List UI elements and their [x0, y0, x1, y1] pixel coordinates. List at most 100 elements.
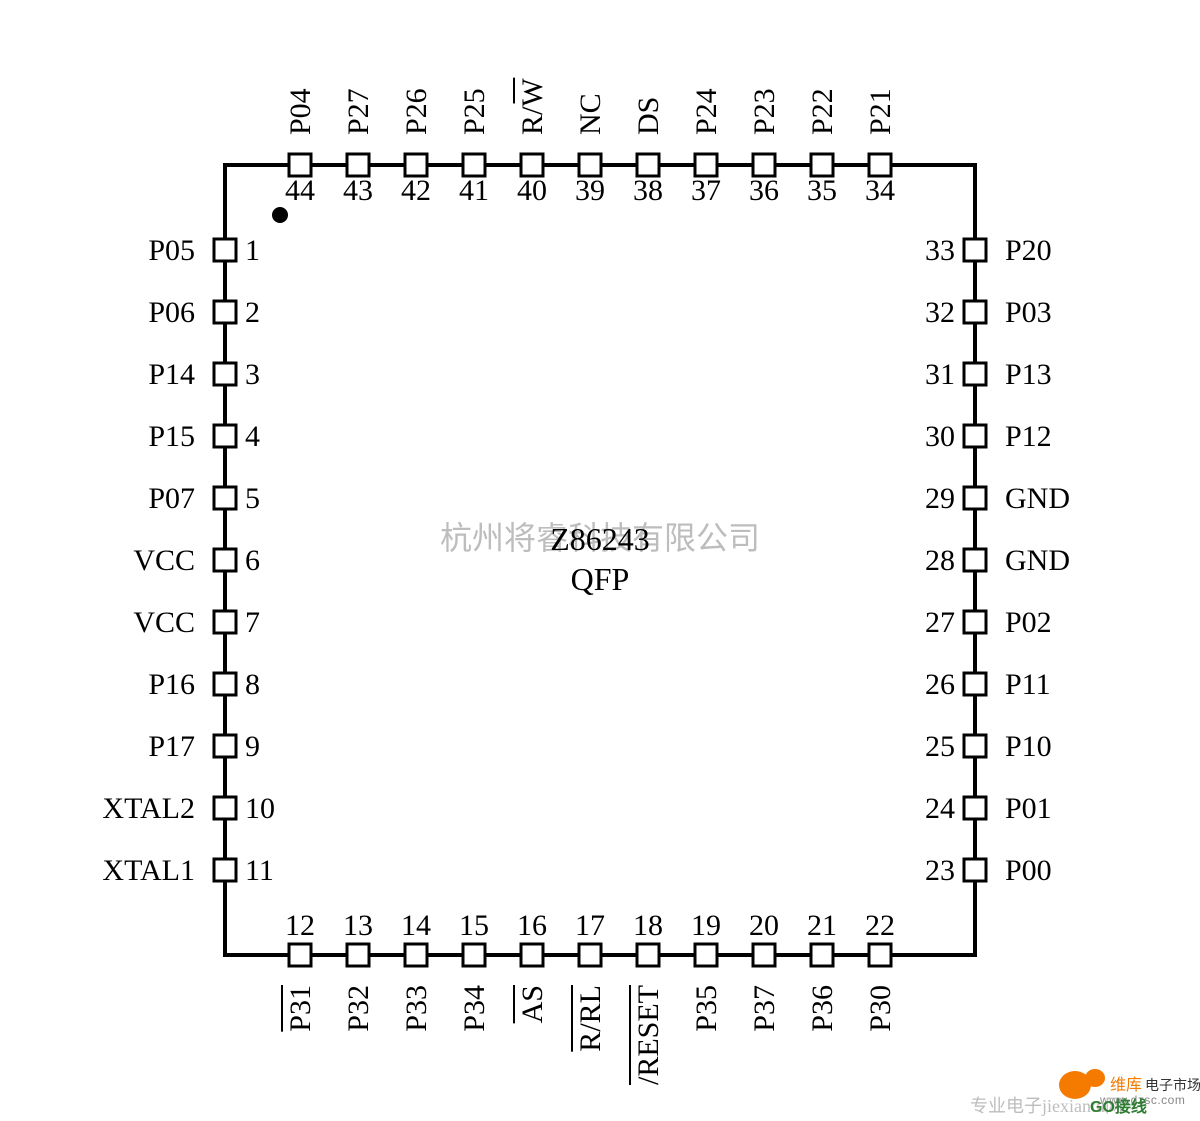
chip-pinout-diagram: 杭州将睿科技有限公司Z86243QFP1P052P063P144P155P076…	[0, 0, 1200, 1121]
pin-number: 3	[245, 358, 260, 391]
pin-pad	[695, 154, 717, 176]
pin-number: 29	[925, 482, 955, 515]
pin-pad	[405, 154, 427, 176]
svg-text:电子市场网: 电子市场网	[1145, 1077, 1200, 1093]
pin-pad	[214, 549, 236, 571]
pin-pad	[463, 154, 485, 176]
pin-pad	[214, 301, 236, 323]
chip-name-line2: QFP	[571, 561, 630, 597]
pin-pad	[964, 673, 986, 695]
pin-number: 37	[691, 174, 721, 207]
pin-label: P12	[1005, 420, 1052, 453]
pin-pad	[811, 944, 833, 966]
pin-pad	[869, 154, 891, 176]
pin1-marker-dot	[272, 207, 288, 223]
pin-number: 38	[633, 174, 663, 207]
pin-label: P34	[458, 985, 491, 1032]
pin-label: /RESET	[632, 985, 665, 1085]
pin-pad	[521, 154, 543, 176]
pin-number: 16	[517, 909, 547, 942]
pin-label: XTAL1	[102, 854, 195, 887]
pin-number: 33	[925, 234, 955, 267]
pin-number: 34	[865, 174, 895, 207]
pin-label: DS	[632, 97, 665, 135]
pin-label: P11	[1005, 668, 1051, 701]
pin-number: 30	[925, 420, 955, 453]
pin-pad	[214, 611, 236, 633]
pin-number: 19	[691, 909, 721, 942]
pin-label: P31	[284, 985, 317, 1032]
pin-number: 14	[401, 909, 431, 942]
pin-number: 31	[925, 358, 955, 391]
pin-number: 32	[925, 296, 955, 329]
pin-label: P01	[1005, 792, 1052, 825]
pin-number: 2	[245, 296, 260, 329]
pin-label: P06	[148, 296, 195, 329]
pin-number: 25	[925, 730, 955, 763]
pin-pad	[695, 944, 717, 966]
pin-pad	[753, 154, 775, 176]
pin-pad	[964, 611, 986, 633]
pin-label: P16	[148, 668, 195, 701]
pin-pad	[214, 673, 236, 695]
pin-number: 42	[401, 174, 431, 207]
pin-label: P17	[148, 730, 195, 763]
pin-pad	[521, 944, 543, 966]
svg-text:维库: 维库	[1110, 1076, 1142, 1094]
pin-number: 41	[459, 174, 489, 207]
pin-label: P23	[748, 88, 781, 135]
pin-label: P02	[1005, 606, 1052, 639]
pin-pad	[811, 154, 833, 176]
pin-number: 20	[749, 909, 779, 942]
pin-number: 11	[245, 854, 274, 887]
pin-number: 9	[245, 730, 260, 763]
pin-label: P25	[458, 88, 491, 135]
pin-pad	[964, 735, 986, 757]
pin-label: P26	[400, 88, 433, 135]
pin-pad	[753, 944, 775, 966]
pin-number: 28	[925, 544, 955, 577]
pin-label: P21	[864, 88, 897, 135]
pin-pad	[289, 944, 311, 966]
pin-pad	[214, 487, 236, 509]
pin-number: 18	[633, 909, 663, 942]
pin-pad	[405, 944, 427, 966]
pin-label: XTAL2	[102, 792, 195, 825]
pin-number: 13	[343, 909, 373, 942]
pin-number: 35	[807, 174, 837, 207]
pin-pad	[964, 239, 986, 261]
chip-body	[225, 165, 975, 955]
pin-label: P15	[148, 420, 195, 453]
pin-pad	[964, 797, 986, 819]
pin-number: 12	[285, 909, 315, 942]
pin-pad	[964, 487, 986, 509]
pin-number: 40	[517, 174, 547, 207]
pin-label: GND	[1005, 544, 1070, 577]
pin-pad	[347, 154, 369, 176]
pin-pad	[579, 944, 601, 966]
pin-pad	[579, 154, 601, 176]
pin-label: P04	[284, 88, 317, 135]
pin-number: 39	[575, 174, 605, 207]
pin-pad	[289, 154, 311, 176]
pin-label: P10	[1005, 730, 1052, 763]
pin-label: P35	[690, 985, 723, 1032]
pin-number: 5	[245, 482, 260, 515]
pin-label: P07	[148, 482, 195, 515]
pin-label: P20	[1005, 234, 1052, 267]
green-footer-text: GO接线	[1090, 1097, 1147, 1116]
pin-pad	[964, 425, 986, 447]
pin-pad	[964, 363, 986, 385]
pin-label: AS	[516, 985, 549, 1023]
pin-pad	[347, 944, 369, 966]
pin-label: GND	[1005, 482, 1070, 515]
pin-label: P30	[864, 985, 897, 1032]
pin-pad	[214, 425, 236, 447]
pin-number: 43	[343, 174, 373, 207]
pin-label: P14	[148, 358, 195, 391]
pin-label: P27	[342, 88, 375, 135]
chip-name-line1: Z86243	[550, 521, 650, 557]
pin-number: 8	[245, 668, 260, 701]
pin-label: VCC	[133, 606, 195, 639]
pin-label: VCC	[133, 544, 195, 577]
